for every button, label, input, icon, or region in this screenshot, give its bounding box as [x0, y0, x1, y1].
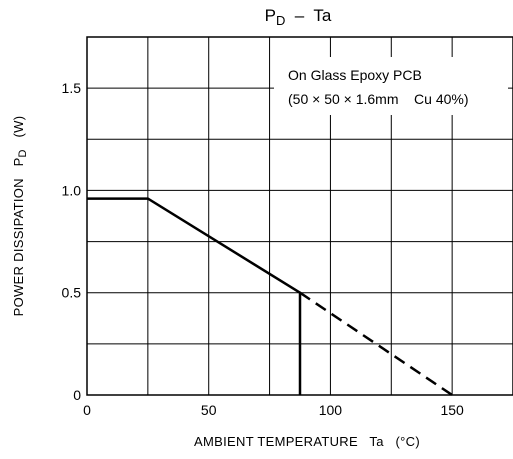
y-axis-label-subscript: D — [17, 149, 29, 157]
annotation-line-1: On Glass Epoxy PCB — [288, 67, 422, 83]
y-tick-label: 1.0 — [62, 182, 82, 198]
y-axis-label-unit: (W) — [11, 116, 26, 150]
y-tick-labels: 0 0.5 1.0 1.5 — [62, 80, 82, 403]
y-tick-label: 1.5 — [62, 80, 82, 96]
chart-title: PD – Ta — [265, 6, 332, 28]
x-tick-label: 0 — [83, 402, 91, 418]
chart-title-rest: – Ta — [285, 6, 332, 25]
derating-line-dashed — [299, 291, 453, 397]
data-series — [87, 197, 453, 397]
annotation-line-2: (50 × 50 × 1.6mm Cu 40%) — [288, 91, 469, 107]
x-axis-label: AMBIENT TEMPERATURE Ta (°C) — [194, 434, 420, 449]
chart-title-main: P — [265, 6, 276, 25]
y-tick-label: 0.5 — [62, 285, 82, 301]
x-tick-label: 150 — [440, 402, 464, 418]
derating-line-solid — [87, 197, 302, 395]
x-tick-labels: 0 50 100 150 — [83, 402, 464, 418]
y-axis-label-main: POWER DISSIPATION P — [11, 157, 26, 316]
annotation-background — [274, 57, 508, 115]
y-axis-label: POWER DISSIPATION PD (W) — [11, 116, 29, 317]
x-tick-label: 100 — [319, 402, 343, 418]
x-tick-label: 50 — [201, 402, 217, 418]
chart-title-subscript: D — [276, 13, 285, 28]
y-tick-label: 0 — [73, 387, 81, 403]
